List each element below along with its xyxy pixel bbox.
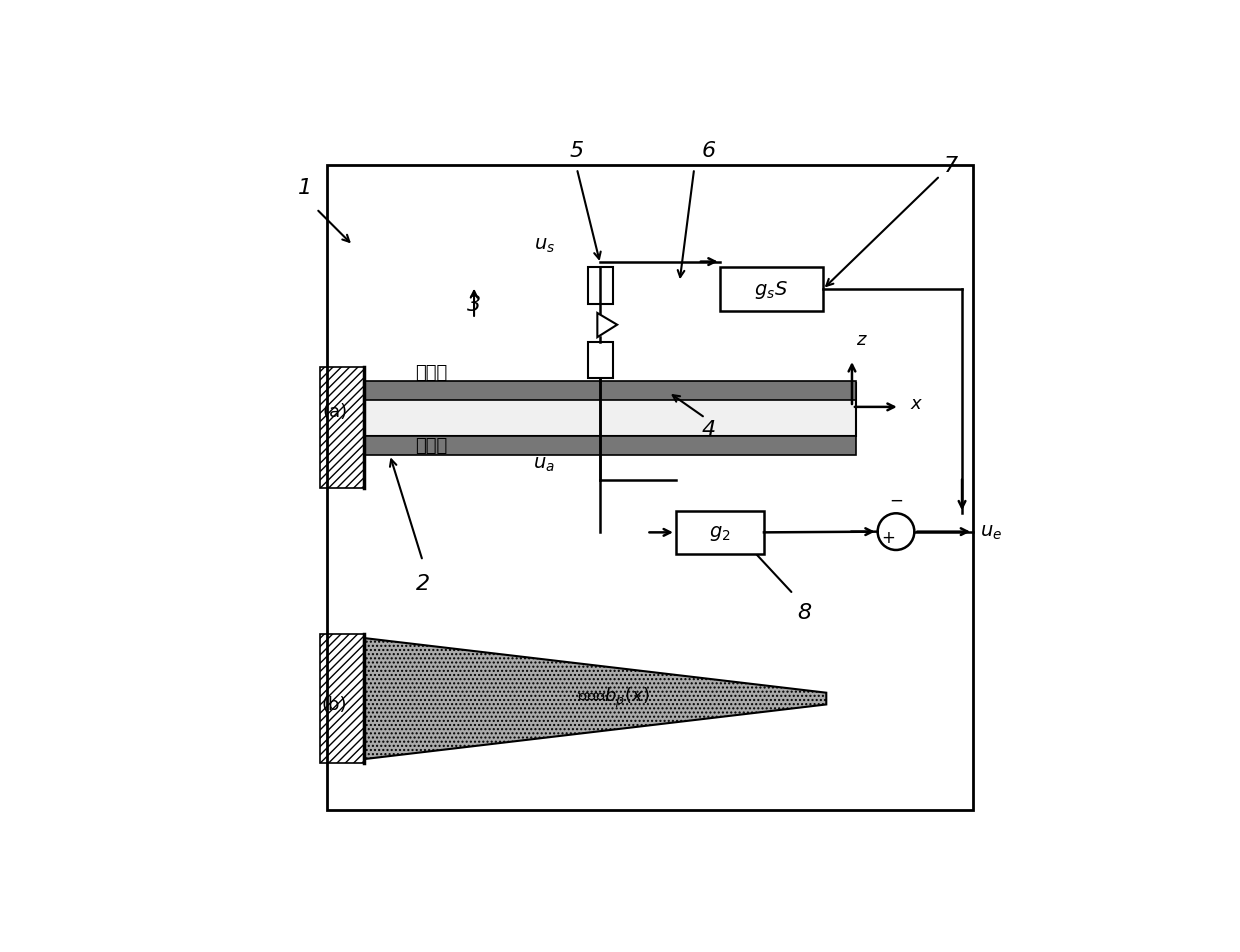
Text: z: z — [856, 331, 866, 348]
Text: 测量片: 测量片 — [415, 364, 448, 381]
Text: 6: 6 — [702, 141, 715, 161]
Text: $u_e$: $u_e$ — [981, 523, 1002, 542]
Bar — [588, 343, 614, 378]
Bar — [720, 268, 822, 312]
Bar — [320, 367, 365, 488]
Text: x: x — [910, 395, 921, 413]
Polygon shape — [598, 313, 618, 338]
Bar — [327, 166, 973, 811]
Text: −: − — [889, 491, 903, 509]
Text: (a): (a) — [322, 402, 347, 420]
Text: 作动片: 作动片 — [415, 437, 448, 454]
Bar — [676, 511, 764, 554]
Text: 7: 7 — [944, 155, 959, 175]
Bar — [588, 268, 614, 305]
Text: (b): (b) — [322, 695, 347, 713]
Text: 1: 1 — [299, 178, 312, 197]
Polygon shape — [365, 639, 826, 760]
Text: $g_sS$: $g_sS$ — [754, 279, 789, 301]
Bar — [320, 635, 365, 763]
Text: $u_a$: $u_a$ — [533, 454, 554, 473]
Text: 5: 5 — [569, 141, 584, 161]
Text: 8: 8 — [797, 603, 811, 623]
Text: +: + — [882, 528, 895, 546]
Text: 压电片$b_p(x)$: 压电片$b_p(x)$ — [577, 684, 650, 709]
Text: $u_s$: $u_s$ — [533, 236, 554, 255]
Bar — [365, 437, 856, 455]
Text: 4: 4 — [702, 420, 715, 440]
Bar — [365, 384, 856, 437]
Text: $g_2$: $g_2$ — [709, 524, 730, 543]
Bar — [365, 382, 856, 400]
Text: 3: 3 — [467, 295, 481, 315]
Text: 2: 2 — [415, 573, 430, 593]
